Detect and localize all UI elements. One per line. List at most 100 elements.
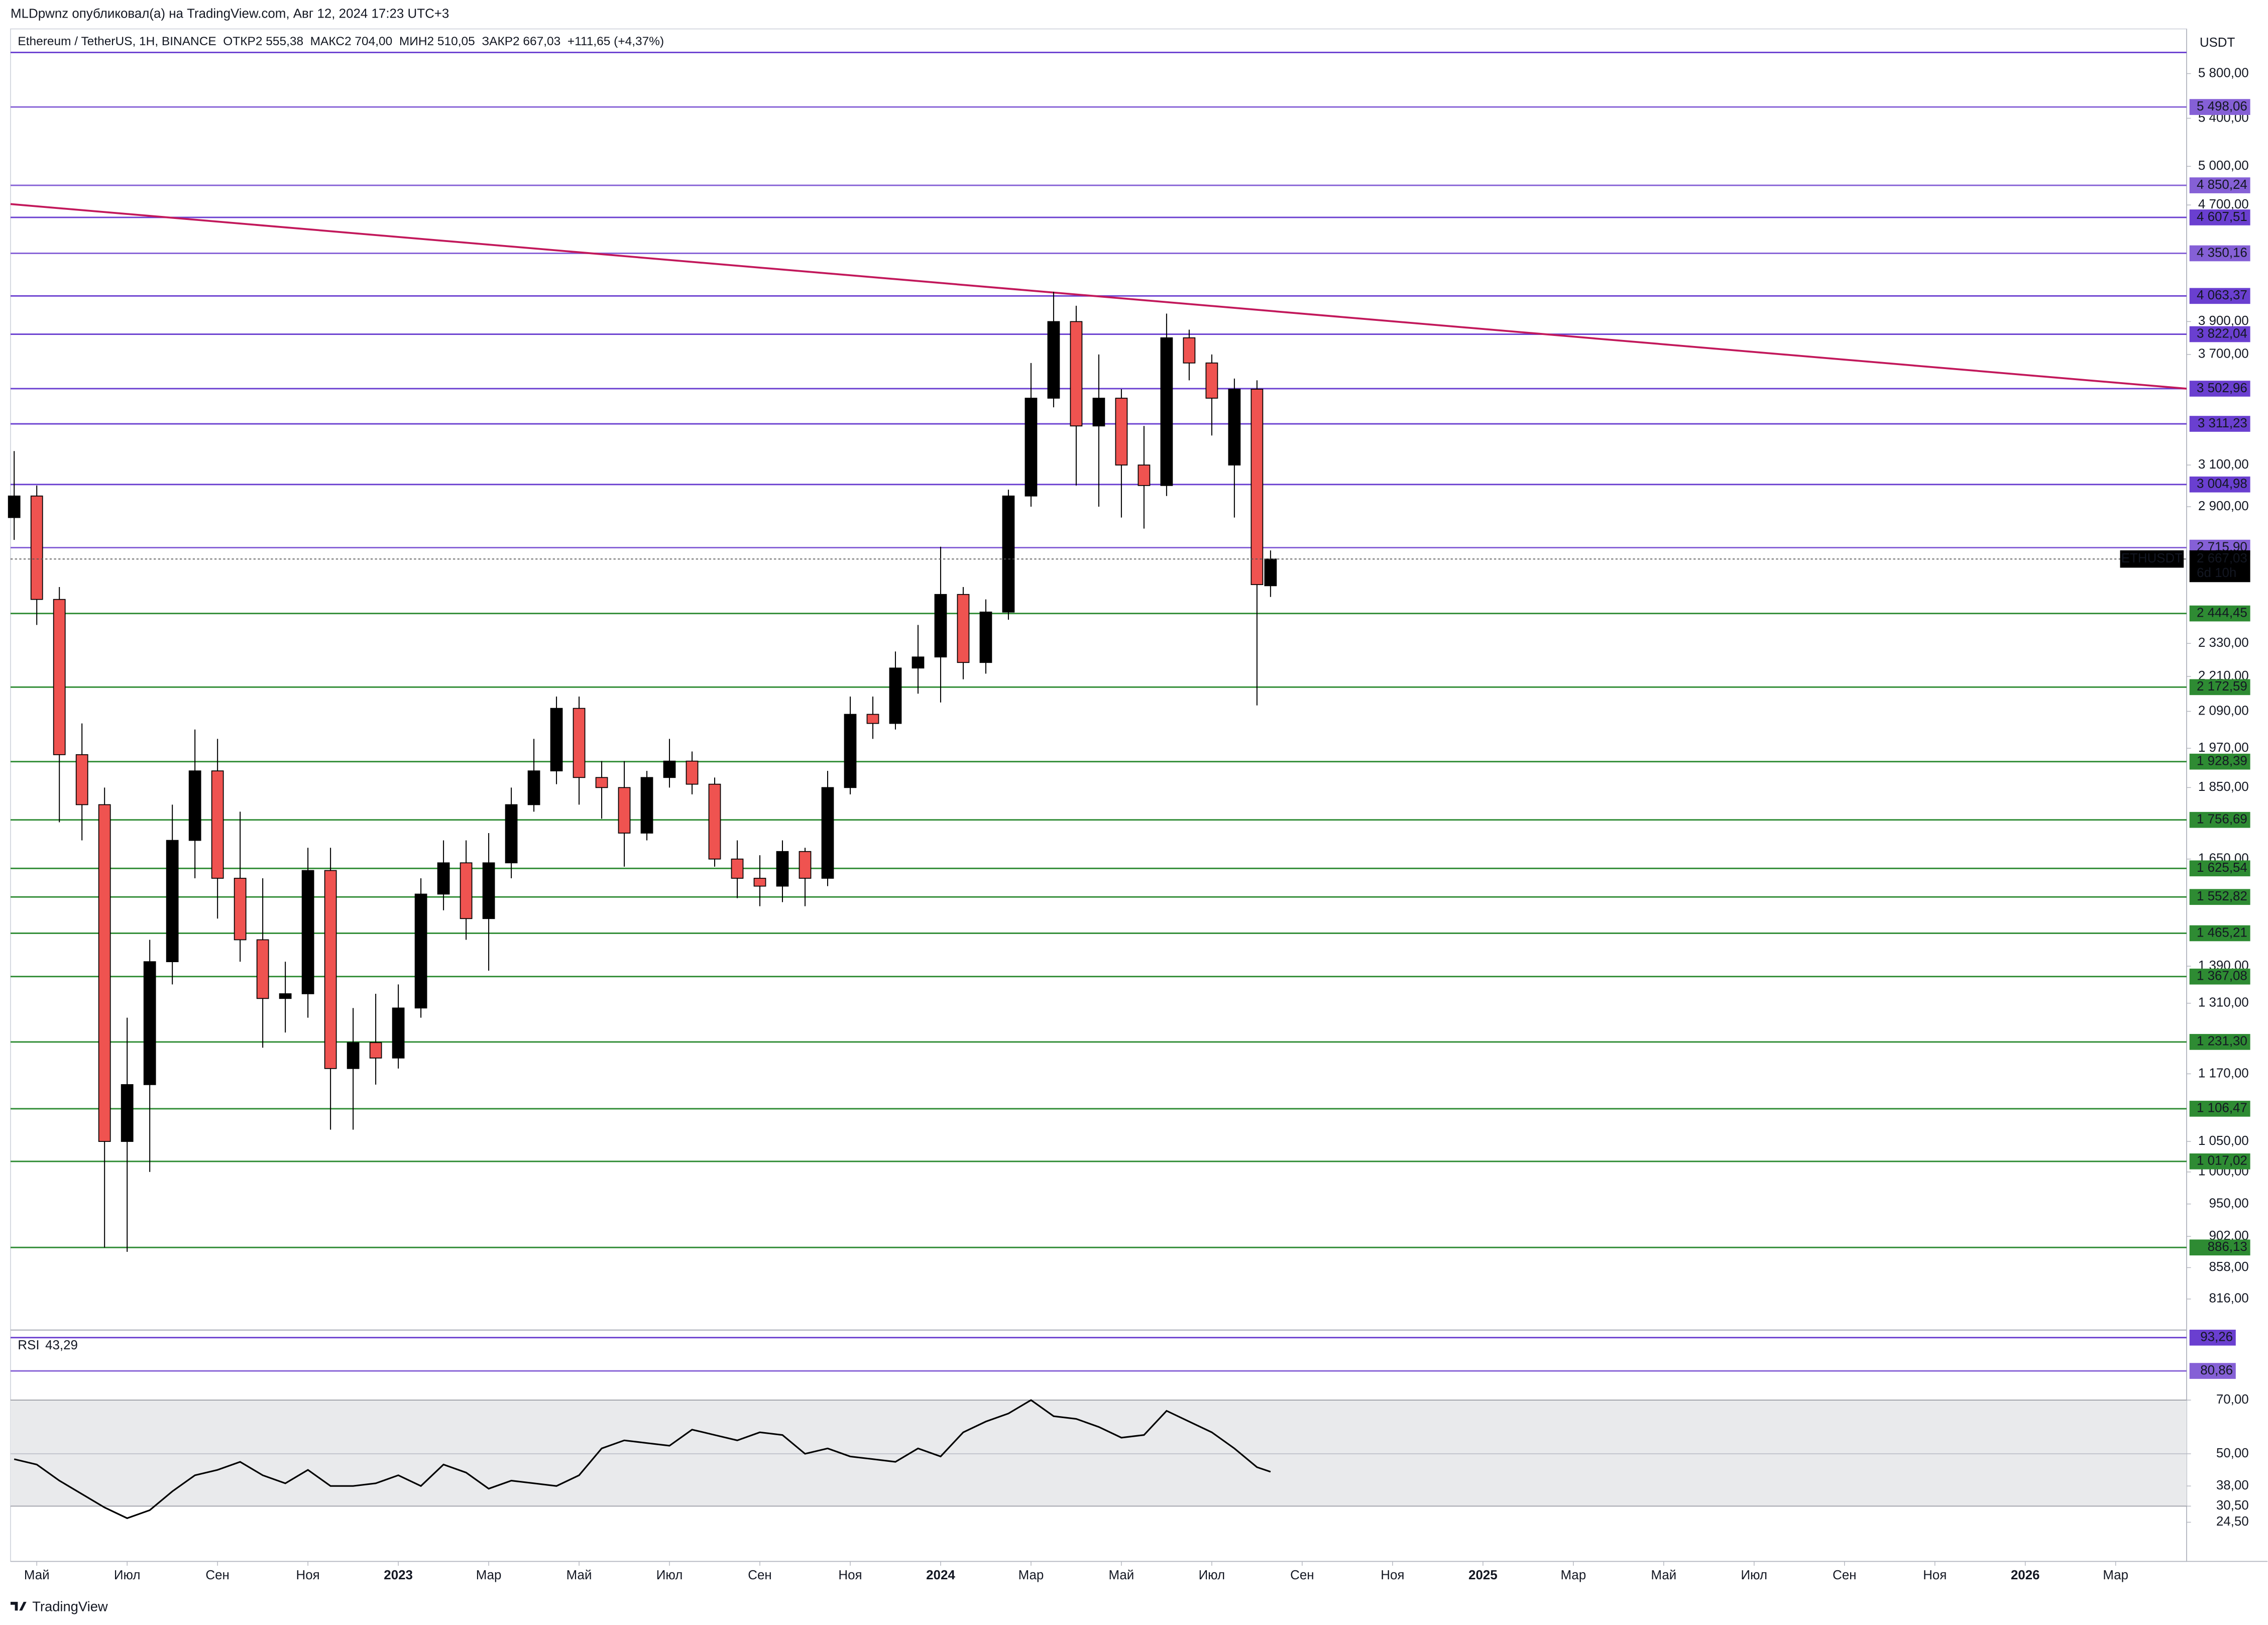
y-tick-label: 1 310,00 xyxy=(2198,996,2249,1010)
rsi-tick-label: 70,00 xyxy=(2216,1392,2249,1407)
x-tick-label: Ноя xyxy=(296,1568,320,1582)
level-label-box xyxy=(2189,1239,2250,1256)
candle-body xyxy=(1002,495,1015,613)
currency: USDT xyxy=(2200,36,2235,50)
x-tick-label: Май xyxy=(1109,1568,1135,1582)
candle-body xyxy=(505,804,518,864)
candle-body xyxy=(1160,337,1173,486)
symbol-box xyxy=(2120,550,2184,568)
candle-body xyxy=(708,783,721,860)
level-label: 1 625,54 xyxy=(2197,861,2247,875)
level-label: 1 106,47 xyxy=(2197,1101,2247,1115)
level-label-box xyxy=(2189,1101,2250,1117)
y-tick-label: 5 000,00 xyxy=(2198,159,2249,173)
candle-body xyxy=(640,777,653,834)
candle-body xyxy=(279,993,292,999)
x-tick-label: Мар xyxy=(476,1568,502,1582)
candle-body xyxy=(889,667,902,724)
rsi-level-box xyxy=(2189,1329,2236,1346)
candle-body xyxy=(1047,321,1060,399)
candle-body xyxy=(595,777,608,788)
candle-body xyxy=(1025,398,1038,497)
candle-body xyxy=(1092,398,1105,427)
y-tick-label: 2 090,00 xyxy=(2198,704,2249,718)
level-label: 4 350,16 xyxy=(2197,246,2247,260)
level-label: 886,13 xyxy=(2208,1240,2247,1254)
level-label-box xyxy=(2189,889,2250,905)
candle-body xyxy=(53,599,66,755)
level-label-box xyxy=(2189,1034,2250,1050)
candle-body xyxy=(866,714,879,724)
candle-body xyxy=(799,851,812,879)
candle-body xyxy=(347,1042,360,1069)
candle-body xyxy=(482,862,495,919)
candle-body xyxy=(301,870,314,994)
level-label-box xyxy=(2189,679,2250,695)
y-tick-label: 1 850,00 xyxy=(2198,780,2249,794)
y-tick-label: 1 970,00 xyxy=(2198,741,2249,755)
rsi-tick-label: 50,00 xyxy=(2216,1446,2249,1460)
candle-body xyxy=(821,787,834,879)
x-tick-label: Ноя xyxy=(1923,1568,1947,1582)
x-tick-label: Мар xyxy=(1560,1568,1586,1582)
candle-body xyxy=(256,939,269,999)
x-tick-label: Мар xyxy=(2103,1568,2128,1582)
level-label-box xyxy=(2189,476,2250,493)
level-label: 3 311,23 xyxy=(2198,416,2247,430)
candle-body xyxy=(776,851,789,887)
candle-body xyxy=(979,611,992,663)
x-tick-label: Май xyxy=(1651,1568,1676,1582)
candle-body xyxy=(912,656,925,669)
y-tick-label: 4 700,00 xyxy=(2198,197,2249,211)
y-tick-label: 5 800,00 xyxy=(2198,66,2249,80)
y-tick-label: 2 330,00 xyxy=(2198,636,2249,650)
logo-icon xyxy=(11,1601,27,1611)
rsi-tick-label: 24,50 xyxy=(2216,1515,2249,1529)
candle-body xyxy=(392,1007,405,1059)
candle-body xyxy=(75,754,88,805)
logo-text: TradingView xyxy=(32,1599,108,1614)
rsi-line xyxy=(14,1399,1271,1520)
candle-body xyxy=(1264,558,1277,587)
level-label: 1 367,08 xyxy=(2197,969,2247,983)
level-label-box xyxy=(2189,811,2250,828)
rsi-value: 43,29 xyxy=(45,1338,78,1352)
x-tick-label: Июл xyxy=(1741,1568,1767,1582)
candle-body xyxy=(934,594,947,658)
level-label: 1 756,69 xyxy=(2197,812,2247,827)
candle-body xyxy=(753,878,766,887)
candle-body xyxy=(460,862,473,919)
level-label-box xyxy=(2189,1153,2250,1170)
level-label-box xyxy=(2189,860,2250,877)
level-label-box xyxy=(2189,968,2250,985)
x-tick-label: Мар xyxy=(1018,1568,1044,1582)
candle-body xyxy=(121,1084,134,1142)
x-tick-label: Сен xyxy=(748,1568,771,1582)
y-tick-label: 3 900,00 xyxy=(2198,314,2249,328)
candle-body xyxy=(731,858,744,879)
x-tick-label: Сен xyxy=(1833,1568,1856,1582)
symbol-label: ETHUSDT xyxy=(2121,551,2183,565)
level-label-box xyxy=(2189,288,2250,304)
candle-body xyxy=(414,893,427,1009)
x-tick-label: Ноя xyxy=(1381,1568,1404,1582)
level-label: 3 822,04 xyxy=(2197,326,2247,340)
candle-body xyxy=(1228,389,1241,466)
candle-body xyxy=(211,770,224,879)
y-tick-label: 1 050,00 xyxy=(2198,1134,2249,1148)
candle-body xyxy=(1205,362,1218,399)
level-label: 3 502,96 xyxy=(2197,381,2247,395)
candle-body xyxy=(1138,465,1151,486)
trendline xyxy=(10,203,2187,390)
candle-body xyxy=(1115,398,1128,466)
x-tick-label: 2023 xyxy=(384,1568,413,1582)
candle-body xyxy=(30,495,43,600)
x-tick-label: 2026 xyxy=(2011,1568,2040,1582)
rsi-level-label: 93,26 xyxy=(2200,1330,2233,1344)
level-label: 4 607,51 xyxy=(2197,210,2247,224)
level-label-box xyxy=(2189,605,2250,622)
level-label: 4 063,37 xyxy=(2197,288,2247,302)
candle-body xyxy=(166,840,179,962)
